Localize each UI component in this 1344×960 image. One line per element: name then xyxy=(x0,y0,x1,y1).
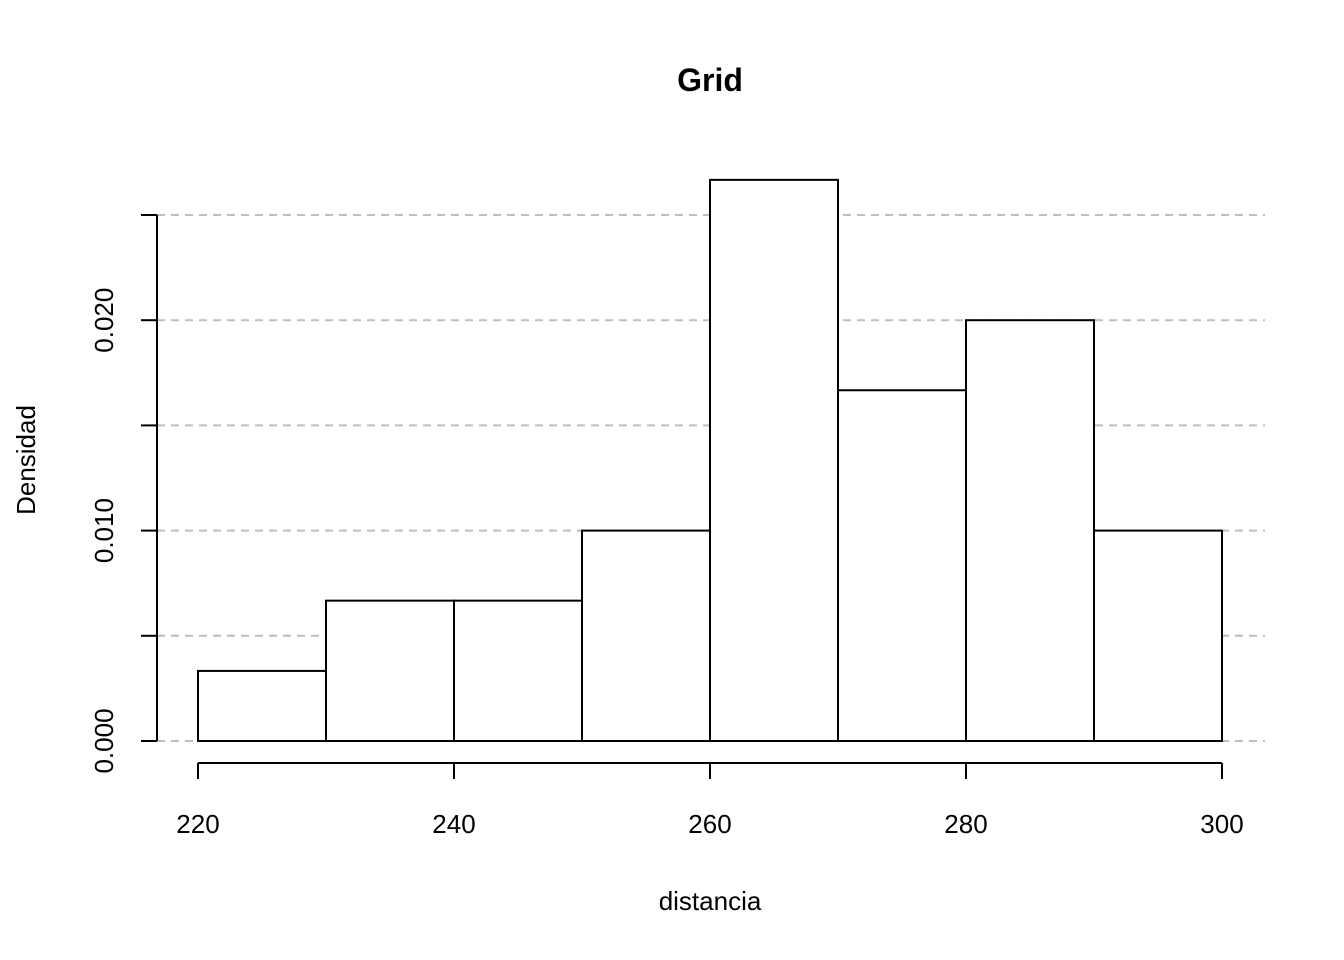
x-tick-label: 260 xyxy=(688,809,731,839)
histogram-bar xyxy=(965,319,1095,742)
y-axis: 0.000 0.010 0.020 xyxy=(89,214,158,774)
histogram-bar xyxy=(325,599,455,743)
histogram-bar xyxy=(581,529,711,742)
x-axis: 220 240 260 280 300 xyxy=(176,762,1244,839)
histogram-bar xyxy=(709,178,839,742)
y-tick-label: 0.010 xyxy=(89,498,119,563)
x-tick-label: 220 xyxy=(176,809,219,839)
x-tick-label: 280 xyxy=(944,809,987,839)
y-axis-label: Densidad xyxy=(11,405,41,515)
y-tick-label: 0.000 xyxy=(89,708,119,773)
y-tick-label: 0.020 xyxy=(89,288,119,353)
x-tick-label: 300 xyxy=(1200,809,1243,839)
histogram-bar xyxy=(1093,529,1223,742)
x-axis-label: distancia xyxy=(659,886,762,916)
histogram-bar xyxy=(453,599,583,743)
x-tick-label: 240 xyxy=(432,809,475,839)
histogram-bar xyxy=(197,669,327,743)
histogram-bars xyxy=(197,178,1223,743)
histogram-bar xyxy=(837,389,967,742)
chart-title: Grid xyxy=(677,62,743,98)
